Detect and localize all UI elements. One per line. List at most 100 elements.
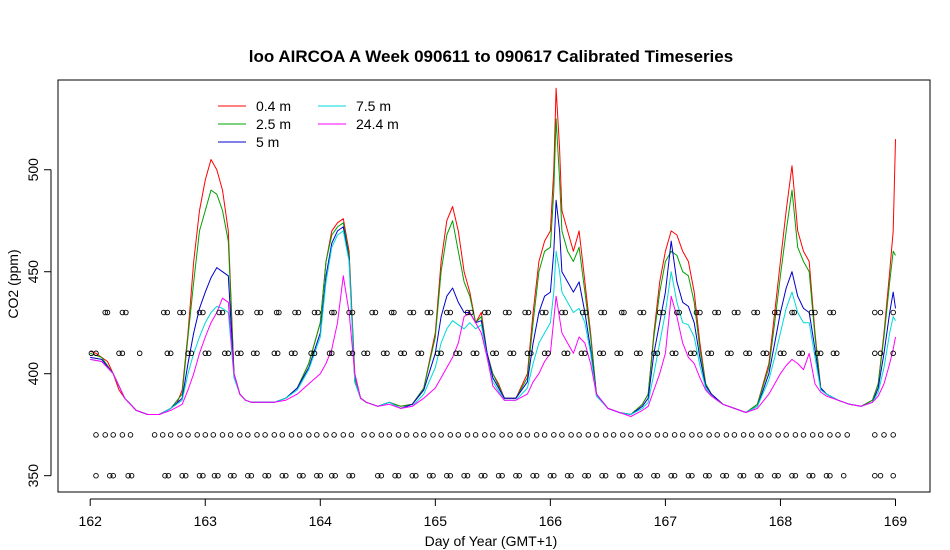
marker-point [872,350,878,357]
marker-point [706,432,712,438]
marker-point [314,432,320,438]
marker-point [743,350,749,357]
marker-point [539,309,546,316]
marker-point [697,309,703,316]
marker-point [637,309,643,316]
marker-point [196,309,203,316]
marker-point [728,350,734,357]
marker-point [817,432,824,438]
marker-point [714,432,720,438]
marker-point [177,432,183,438]
marker-point [245,472,251,479]
marker-point [279,432,286,438]
marker-point [705,350,711,357]
marker-point [361,432,367,438]
series-line-0-4-m [90,87,896,415]
series-layer [90,87,896,417]
marker-point [395,432,402,438]
marker-point [827,309,833,316]
marker-point [119,432,126,438]
marker-point [331,432,337,438]
marker-point [564,350,571,357]
y-tick-label: 500 [25,158,41,182]
marker-point [93,350,99,357]
marker-point [799,350,806,357]
legend: 0.4 m 2.5 m 5 m 7.5 m 24.4 m [218,98,399,150]
marker-point [262,472,268,479]
marker-point [731,432,738,438]
marker-point [637,350,643,357]
marker-point [369,432,375,438]
marker-point [473,350,480,357]
marker-point [602,472,609,479]
marker-point [715,309,722,316]
marker-point [456,350,463,357]
marker-point [162,472,168,479]
marker-point [528,350,534,357]
marker-point [167,432,174,438]
marker-point [781,350,787,357]
marker-point [164,350,171,357]
marker-point [238,309,244,316]
marker-point [447,472,454,479]
marker-point [872,309,878,316]
marker-point [470,350,477,357]
marker-point [93,472,99,479]
marker-point [835,432,841,438]
marker-point [296,472,303,479]
marker-point [791,309,798,316]
marker-point [775,472,781,479]
marker-point [651,350,657,357]
marker-point [513,472,519,479]
marker-point [689,472,695,479]
marker-point [524,432,531,438]
marker-point [640,309,647,316]
marker-point [102,309,108,316]
marker-point [806,472,812,479]
marker-point [288,350,295,357]
marker-point [495,472,502,479]
marker-point [161,309,167,316]
marker-point [499,472,505,479]
marker-point [167,350,174,357]
marker-point [890,432,896,438]
marker-point [890,350,896,357]
marker-point [427,309,434,316]
marker-point [300,472,306,479]
marker-point [493,350,500,357]
marker-point [434,350,441,357]
marker-point [398,350,404,357]
marker-point [814,350,821,357]
series-line-2-5-m [90,118,896,415]
legend-label: 2.5 m [256,116,291,132]
marker-point [543,309,549,316]
marker-point [296,432,303,438]
marker-point [346,350,352,357]
marker-point [502,309,509,316]
marker-point [332,472,338,479]
legend-label: 0.4 m [256,98,291,114]
marker-point [231,472,237,479]
marker-point [507,350,513,357]
marker-point [763,350,770,357]
marker-point [326,350,333,357]
series-line-24-4-m [90,275,896,417]
marker-point [775,432,781,438]
marker-point [617,350,624,357]
marker-point [551,432,557,438]
marker-point [559,309,565,316]
marker-point [407,309,413,316]
marker-point [792,432,799,438]
marker-point [340,432,347,438]
marker-point [164,309,171,316]
marker-point [506,309,512,316]
marker-point [128,472,135,479]
marker-point [188,350,195,357]
marker-point [453,350,459,357]
marker-point [693,309,700,316]
marker-point [430,432,436,438]
marker-point [388,309,395,316]
marker-point [369,309,375,316]
marker-point [219,432,226,438]
marker-point [706,472,712,479]
